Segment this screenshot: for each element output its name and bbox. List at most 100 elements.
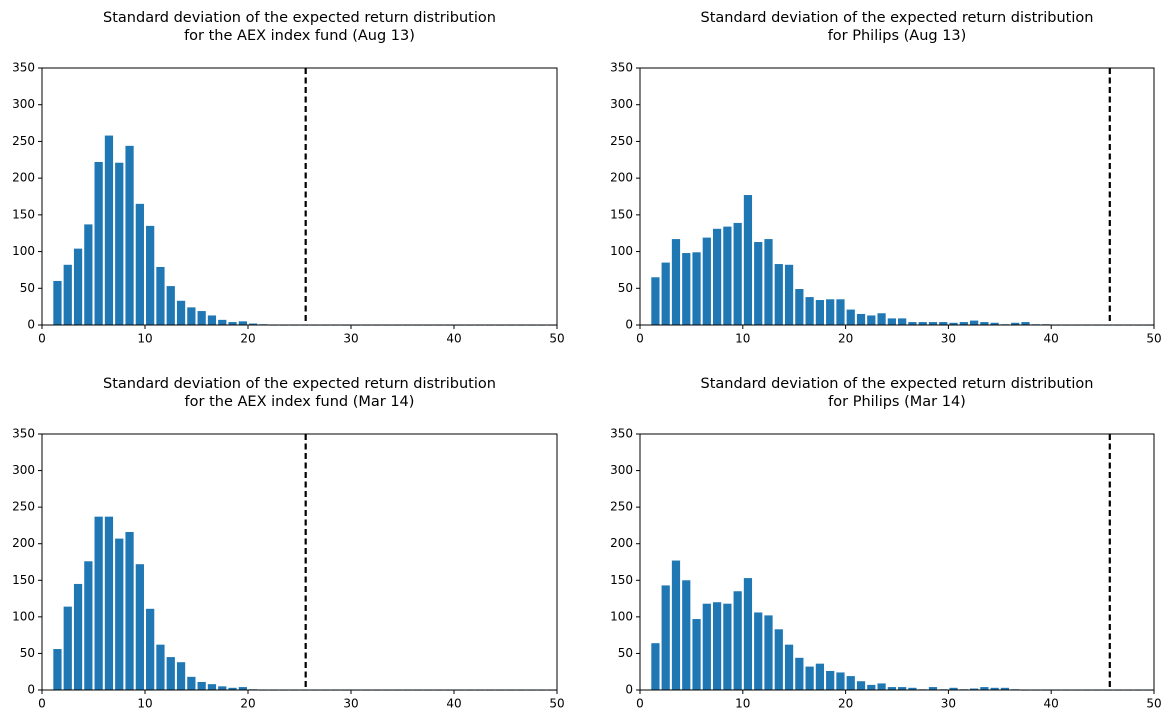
bar <box>125 145 134 325</box>
y-tick-label: 250 <box>610 134 633 148</box>
x-tick-label: 0 <box>38 332 46 346</box>
axes-frame <box>41 433 558 691</box>
bar <box>856 313 866 325</box>
bar <box>166 657 175 690</box>
x-tick-label: 10 <box>137 332 152 346</box>
x-tick-label: 0 <box>636 332 644 346</box>
x-tick-label: 20 <box>838 332 853 346</box>
y-tick-label: 0 <box>625 318 633 332</box>
bar <box>928 687 938 690</box>
bar <box>94 516 103 690</box>
axes-frame <box>639 67 1155 326</box>
bar <box>73 248 83 325</box>
y-tick-label: 300 <box>12 463 35 477</box>
y-tick-label: 150 <box>610 573 633 587</box>
bar <box>784 264 794 325</box>
bar <box>846 676 855 690</box>
bar <box>887 318 896 325</box>
y-tick-label: 150 <box>12 573 35 587</box>
y-tick-label: 0 <box>625 683 633 697</box>
bar <box>980 687 989 690</box>
bar <box>743 195 753 325</box>
x-tick-label: 10 <box>137 697 152 711</box>
x-tick-label: 50 <box>1146 332 1161 346</box>
bar <box>908 322 917 325</box>
x-tick-label: 50 <box>1146 697 1161 711</box>
bar <box>949 687 958 690</box>
bar <box>63 264 72 325</box>
bar <box>135 203 144 325</box>
bar <box>826 670 835 690</box>
bar <box>784 644 794 690</box>
y-tick-label: 100 <box>12 609 35 623</box>
y-tick-label: 200 <box>610 171 633 185</box>
bar <box>197 311 206 325</box>
x-tick-label: 20 <box>240 332 255 346</box>
y-tick-label: 300 <box>12 97 35 111</box>
bar <box>1000 687 1010 690</box>
bar <box>795 289 804 325</box>
bar <box>754 242 763 325</box>
bar <box>73 583 83 690</box>
bar <box>135 564 144 690</box>
x-tick-label: 20 <box>838 697 853 711</box>
bar <box>898 318 907 325</box>
bar <box>651 643 660 690</box>
chart-title: Standard deviation of the expected retur… <box>103 10 496 26</box>
bar <box>176 300 186 325</box>
y-tick-label: 250 <box>12 134 35 148</box>
bar <box>774 264 783 325</box>
x-tick-label: 40 <box>1044 332 1059 346</box>
bar <box>990 322 999 325</box>
bar <box>723 603 732 690</box>
x-tick-label: 10 <box>735 697 750 711</box>
bar <box>723 226 732 325</box>
y-tick-label: 50 <box>618 281 633 295</box>
chart-title: Standard deviation of the expected retur… <box>701 10 1094 26</box>
bar <box>836 299 845 325</box>
y-tick-label: 300 <box>610 463 633 477</box>
bar <box>187 307 196 325</box>
bar <box>166 286 175 325</box>
x-tick-label: 40 <box>446 332 461 346</box>
bar <box>115 162 124 325</box>
y-tick-label: 200 <box>12 536 35 550</box>
bar <box>959 322 968 325</box>
bar <box>877 313 886 325</box>
bar <box>218 686 227 690</box>
bar <box>702 603 711 690</box>
bar <box>671 560 681 690</box>
chart-title: Standard deviation of the expected retur… <box>103 376 496 392</box>
y-tick-label: 350 <box>610 61 633 75</box>
bar <box>805 666 814 690</box>
x-tick-label: 0 <box>38 697 46 711</box>
y-tick-label: 50 <box>618 646 633 660</box>
bar <box>682 253 691 325</box>
y-tick-label: 100 <box>610 244 633 258</box>
bar <box>702 237 711 325</box>
y-tick-label: 50 <box>20 646 35 660</box>
bar <box>84 561 93 690</box>
bar <box>156 644 165 690</box>
bar <box>774 629 783 690</box>
bar <box>692 619 701 690</box>
bar <box>53 280 62 325</box>
axes-frame <box>41 67 558 326</box>
bar <box>826 299 835 325</box>
y-tick-label: 0 <box>27 683 35 697</box>
bar <box>238 321 247 325</box>
x-tick-label: 50 <box>549 332 564 346</box>
bar <box>990 687 999 690</box>
x-tick-label: 40 <box>1044 697 1059 711</box>
bar <box>1011 322 1020 325</box>
x-tick-label: 0 <box>636 697 644 711</box>
axes-frame <box>639 433 1155 691</box>
y-tick-label: 300 <box>610 97 633 111</box>
bar <box>939 322 948 325</box>
y-tick-label: 100 <box>12 244 35 258</box>
x-tick-label: 20 <box>240 697 255 711</box>
chart-title: for the AEX index fund (Aug 13) <box>184 28 415 44</box>
chart-title: for Philips (Mar 14) <box>828 394 966 410</box>
bar <box>661 262 670 325</box>
